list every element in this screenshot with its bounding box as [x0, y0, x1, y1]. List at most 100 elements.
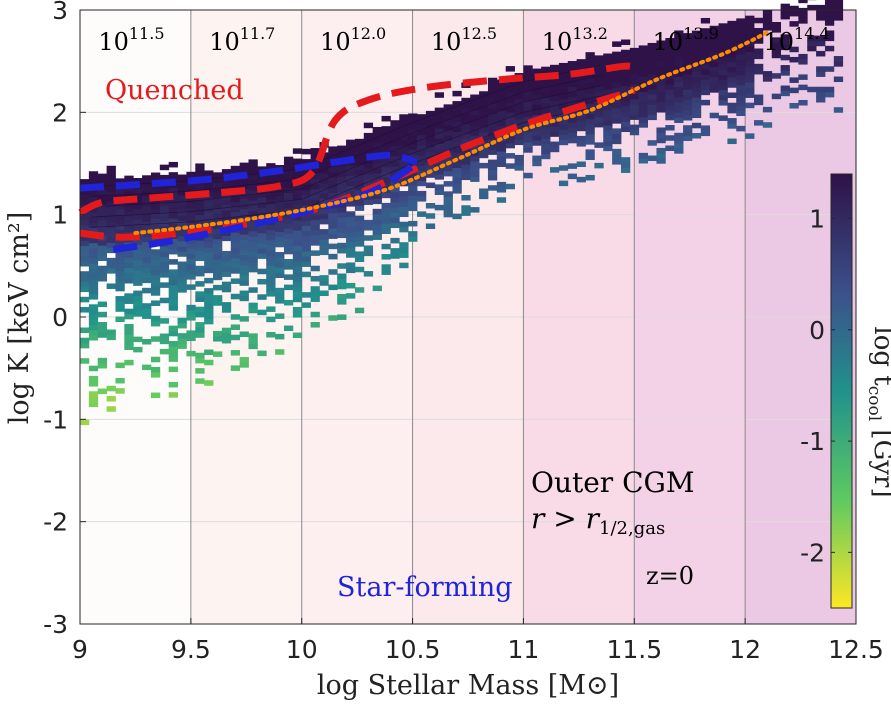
histogram-cell [709, 46, 719, 52]
histogram-cell [452, 121, 462, 128]
histogram-cell [443, 206, 453, 213]
histogram-cell [594, 60, 604, 67]
histogram-cell [221, 327, 232, 334]
histogram-cell [833, 0, 844, 6]
y-tick-label: -2 [43, 508, 68, 537]
histogram-cell [754, 94, 764, 101]
histogram-cell [239, 259, 249, 266]
histogram-cell [354, 236, 365, 242]
histogram-cell [709, 61, 719, 68]
histogram-cell [585, 62, 595, 68]
histogram-cell [124, 272, 134, 279]
histogram-cell [745, 25, 755, 32]
histogram-cell [452, 177, 462, 184]
histogram-cell [736, 28, 746, 35]
histogram-cell [727, 25, 737, 32]
histogram-cell [80, 281, 90, 287]
histogram-cell [292, 250, 303, 257]
histogram-cell [230, 257, 241, 264]
histogram-cell [97, 275, 108, 282]
histogram-cell [213, 336, 223, 342]
histogram-cell [700, 125, 711, 131]
histogram-cell [142, 313, 152, 319]
histogram-cell [292, 189, 303, 195]
histogram-cell [541, 66, 551, 73]
histogram-cell [266, 234, 276, 241]
y-tick-label: -1 [43, 405, 68, 434]
histogram-cell [567, 117, 578, 123]
histogram-cell [718, 115, 728, 121]
histogram-cell [452, 142, 462, 148]
histogram-cell [319, 234, 329, 240]
histogram-cell [691, 107, 702, 113]
histogram-cell [532, 135, 542, 141]
histogram-cell [266, 265, 276, 272]
histogram-cell [399, 144, 409, 151]
histogram-cell [674, 66, 684, 72]
histogram-cell [177, 338, 187, 344]
histogram-cell [213, 172, 223, 178]
histogram-cell [257, 268, 267, 275]
halo-mass-label-exp: 12.5 [461, 24, 497, 43]
histogram-cell [248, 241, 258, 247]
histogram-cell [408, 118, 418, 125]
histogram-cell [88, 227, 99, 234]
histogram-cell [266, 306, 276, 312]
histogram-cell [204, 313, 214, 320]
histogram-cell [523, 101, 533, 107]
histogram-cell [346, 139, 356, 146]
histogram-cell [239, 177, 249, 184]
histogram-cell [115, 265, 125, 271]
histogram-cell [142, 226, 152, 232]
histogram-cell [754, 17, 764, 24]
histogram-cell [745, 51, 755, 57]
histogram-cell [487, 164, 498, 171]
histogram-cell [523, 65, 533, 71]
histogram-cell [576, 135, 586, 142]
histogram-cell [647, 42, 657, 49]
histogram-cell [88, 324, 99, 331]
histogram-cell [824, 86, 835, 93]
histogram-cell [177, 235, 187, 242]
histogram-cell [204, 298, 214, 304]
histogram-cell [718, 84, 728, 91]
histogram-cell [124, 216, 134, 223]
histogram-cell [319, 157, 329, 163]
histogram-cell [399, 226, 409, 233]
histogram-cell [168, 341, 178, 347]
histogram-cell [505, 137, 515, 144]
histogram-cell [283, 264, 294, 270]
histogram-cell [310, 199, 320, 205]
histogram-cell [381, 223, 391, 229]
histogram-cell [142, 236, 152, 243]
histogram-cell [186, 258, 196, 265]
histogram-cell [186, 309, 196, 316]
histogram-cell [221, 307, 232, 313]
histogram-cell [337, 145, 347, 152]
histogram-cell [292, 158, 303, 165]
histogram-cell [638, 117, 648, 123]
histogram-cell [213, 177, 223, 183]
histogram-cell [372, 234, 382, 240]
histogram-cell [142, 216, 152, 222]
histogram-cell [683, 74, 693, 80]
histogram-cell [780, 34, 790, 40]
histogram-cell [736, 84, 746, 91]
histogram-cell [124, 293, 134, 299]
histogram-cell [248, 302, 258, 309]
histogram-cell [124, 308, 134, 315]
histogram-cell [133, 311, 143, 317]
histogram-cell [620, 126, 631, 133]
histogram-cell [319, 249, 329, 256]
histogram-cell [283, 187, 294, 193]
histogram-cell [88, 329, 99, 336]
histogram-cell [292, 245, 303, 252]
histogram-cell [213, 203, 223, 209]
histogram-cell [443, 119, 453, 126]
histogram-cell [381, 156, 391, 163]
histogram-cell [248, 220, 258, 227]
histogram-cell [487, 134, 498, 140]
histogram-cell [328, 233, 338, 239]
histogram-cell [257, 207, 267, 213]
histogram-cell [390, 150, 400, 157]
